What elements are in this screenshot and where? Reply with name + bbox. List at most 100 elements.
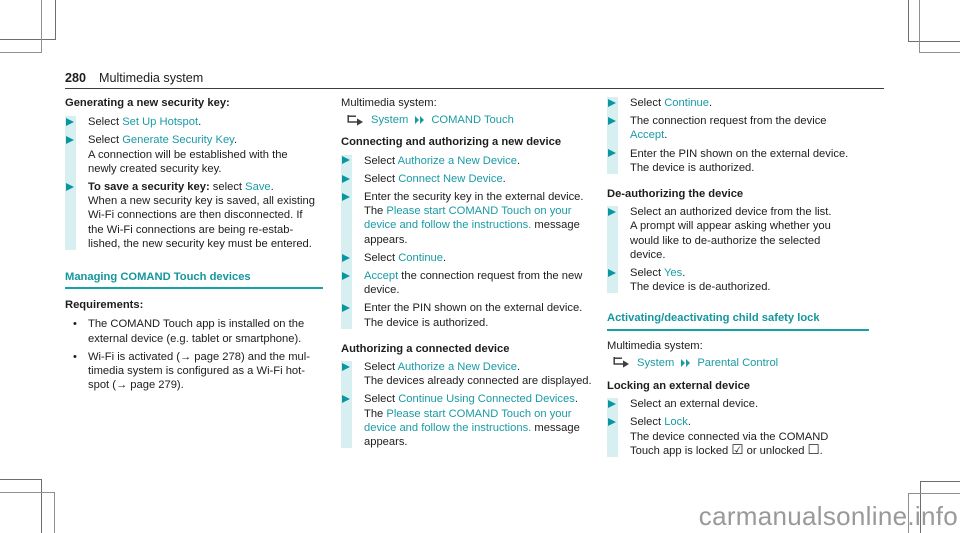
system-label: Multimedia system:: [607, 339, 703, 352]
instruction-step: Select Set Up Hotspot.: [65, 115, 323, 129]
steps-group-generating: Select Set Up Hotspot. Select Generate S…: [65, 115, 323, 251]
doc-link-text: Continue: [398, 251, 443, 264]
step-arrow-icon: [608, 208, 616, 217]
text-run: or unlocked: [743, 444, 808, 457]
heading-authorizing-connected: Authorizing a connected device: [341, 342, 510, 355]
text-run: Select: [88, 134, 123, 147]
instruction-step: Select Continue.: [607, 96, 869, 110]
step-arrow-icon: [342, 192, 350, 201]
crop-mark-top-left-2: [0, 0, 42, 53]
steps-group-deauthorizing: Select an authorized device from the lis…: [607, 205, 869, 294]
text-run: . The device is de-authorized.: [630, 267, 771, 294]
instruction-step: Select Continue.: [341, 251, 601, 265]
instruction-step: The connection request from the device A…: [607, 114, 869, 142]
crop-mark-bottom-left-2: [0, 492, 55, 533]
instruction-step: Select an external device.: [607, 397, 869, 411]
step-arrow-icon: [66, 136, 74, 145]
page-title: Multimedia system: [99, 71, 204, 85]
crop-mark-bottom-right-2: [908, 493, 960, 533]
text-run: .: [502, 172, 506, 185]
text-run: Select: [630, 416, 665, 429]
heading-locking-device: Locking an external device: [607, 380, 751, 393]
doc-link-text: Set Up Hotspot: [122, 116, 199, 129]
steps-group-locking: Select an external device. Select Lock. …: [607, 397, 869, 458]
double-chevron-icon: [681, 358, 691, 367]
checkbox-glyph: ☑: [731, 441, 744, 457]
step-arrow-icon: [608, 418, 616, 427]
doc-link-text: Accept: [630, 129, 665, 142]
step-arrow-icon: [608, 149, 616, 158]
instruction-step: Select Generate Security Key. A connecti…: [65, 133, 323, 176]
text-run: select: [209, 181, 246, 194]
step-arrow-icon: [342, 395, 350, 404]
instruction-step: Select Continue Using Connected Devices.…: [341, 392, 601, 449]
step-arrow-icon: [342, 304, 350, 313]
column-1: Generating a new security key: Select Se…: [65, 96, 323, 392]
instruction-step: Select Authorize a New Device. The devic…: [341, 360, 601, 388]
section-heading-child-safety-lock: Activating/deactivating child safety loc…: [607, 311, 869, 331]
menu-path: System COMAND Touch: [341, 113, 601, 127]
step-arrow-icon: [342, 271, 350, 280]
doc-link-text: Yes: [664, 267, 683, 280]
step-arrow-icon: [608, 98, 616, 107]
text-run: the connection request from the new devi…: [364, 270, 583, 297]
text-run: Select: [364, 251, 399, 264]
requirements-list: The COMAND Touch app is installed on the…: [65, 317, 323, 392]
text-run: message appears.: [364, 219, 580, 246]
text-run: . The devices already connected are disp…: [364, 361, 592, 388]
text-run: Select: [364, 154, 398, 167]
crop-mark-top-left: [0, 0, 56, 40]
text-run: Select: [630, 267, 664, 280]
doc-link-text: Accept: [364, 270, 399, 283]
header-rule: [65, 88, 884, 90]
doc-link-text: Authorize a New Device: [397, 154, 517, 167]
step-arrow-icon: [66, 182, 74, 191]
double-chevron-icon: [415, 116, 425, 125]
page-number: 280: [65, 71, 87, 85]
text-run: .: [709, 97, 713, 109]
text-run: Enter the PIN shown on the external devi…: [364, 302, 583, 329]
text-run: Select an external device.: [630, 398, 759, 411]
menu-path: System Parental Control: [607, 356, 869, 370]
doc-link-text: Continue Using Connected Devices: [398, 393, 575, 406]
text-run: The connection request from the device: [630, 115, 827, 128]
text-run: Select: [630, 97, 665, 109]
instruction-step: Enter the security key in the external d…: [341, 190, 601, 247]
doc-link-text: Lock: [664, 416, 688, 429]
text-run: Select: [364, 361, 398, 374]
path-arrow-icon: [613, 357, 629, 369]
crop-mark-bottom-left: [0, 479, 42, 533]
section-heading-managing-devices: Managing COMAND Touch devices: [65, 270, 323, 290]
menu-path-item: System: [371, 114, 409, 127]
path-arrow-icon: [347, 114, 363, 126]
heading-requirements: Requirements:: [65, 299, 144, 312]
heading-connecting-authorizing: Connecting and authorizing a new device: [341, 136, 562, 149]
menu-path-item: Parental Control: [697, 356, 779, 369]
step-arrow-icon: [342, 156, 350, 165]
bullet-item: Wi-Fi is activated (→ page 278) and the …: [65, 350, 323, 393]
step-arrow-icon: [608, 400, 616, 409]
text-run: Select: [364, 393, 399, 406]
menu-path-item: System: [637, 356, 675, 369]
crop-mark-top-right-2: [919, 0, 960, 53]
doc-link-text: Save: [245, 181, 271, 194]
instruction-step: Accept the connection request from the n…: [341, 269, 601, 297]
doc-link-text: Please start COMAND Touch on your device…: [364, 205, 572, 232]
text-run: message appears.: [364, 421, 580, 449]
step-arrow-icon: [342, 362, 350, 371]
column-3: Select Continue. The connection request …: [607, 96, 869, 458]
text-run: . The: [364, 393, 578, 420]
instruction-step: Enter the PIN shown on the external devi…: [341, 301, 601, 329]
column-2: Multimedia system: System COMAND Touch C…: [341, 96, 601, 449]
text-run: Enter the PIN shown on the external devi…: [630, 147, 849, 174]
page-header: 280 Multimedia system: [65, 71, 203, 85]
text-run: . A connection will be established with …: [88, 134, 288, 175]
step-arrow-icon: [608, 268, 616, 277]
steps-group-authorizing: Select Authorize a New Device. The devic…: [341, 360, 601, 449]
text-run: .: [443, 251, 447, 264]
bullet-item: The COMAND Touch app is installed on the…: [65, 317, 323, 345]
steps-group-continued: Select Continue. The connection request …: [607, 96, 869, 175]
text-run: .: [664, 129, 668, 142]
instruction-step: Select Connect New Device.: [341, 172, 601, 186]
